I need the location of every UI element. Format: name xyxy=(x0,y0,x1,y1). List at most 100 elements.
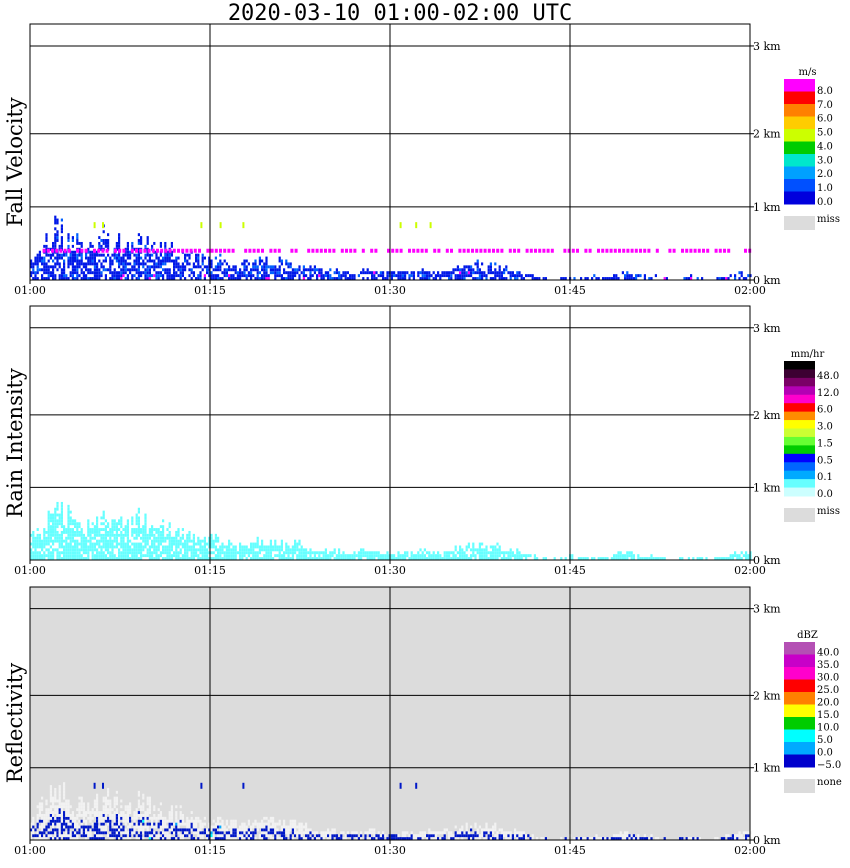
echo-cell xyxy=(93,530,96,534)
echo-cell xyxy=(210,825,213,829)
echo-cell xyxy=(87,816,90,820)
echo-cell xyxy=(30,533,33,537)
echo-cell xyxy=(67,233,70,237)
echo-layer-cell xyxy=(618,248,621,253)
echo-cell xyxy=(243,831,246,835)
echo-cell xyxy=(443,557,446,560)
echo-cell xyxy=(65,805,68,809)
echo-cell xyxy=(140,239,143,242)
echo-cell xyxy=(434,557,437,560)
echo-cell xyxy=(60,274,63,278)
echo-cell xyxy=(393,554,396,558)
echo-cell xyxy=(74,253,77,257)
echo-cell xyxy=(322,277,325,280)
echo-cell xyxy=(265,548,268,552)
echo-cell xyxy=(118,233,121,237)
echo-cell xyxy=(287,557,290,560)
echo-cell xyxy=(38,837,41,840)
echo-cell xyxy=(203,539,206,543)
echo-cell xyxy=(122,825,125,829)
echo-cell xyxy=(60,834,63,838)
echo-cell xyxy=(729,837,732,840)
echo-cell xyxy=(52,831,55,835)
echo-cell xyxy=(309,271,312,275)
echo-cell xyxy=(628,554,631,558)
echo-cell xyxy=(38,539,41,543)
echo-cell xyxy=(452,551,455,555)
echo-cell xyxy=(76,831,79,835)
echo-cell xyxy=(148,557,151,560)
echo-cell xyxy=(67,799,70,803)
echo-cell xyxy=(78,551,81,555)
echo-cell xyxy=(82,808,85,812)
echo-cell xyxy=(258,825,261,829)
echo-cell xyxy=(190,816,193,820)
colorbar-swatch xyxy=(784,386,815,396)
echo-cell xyxy=(283,819,286,823)
echo-cell xyxy=(164,268,167,272)
echo-cell xyxy=(60,507,63,511)
echo-cell xyxy=(203,816,206,820)
echo-cell xyxy=(148,551,151,555)
echo-layer-cell xyxy=(185,248,189,253)
echo-cell xyxy=(124,816,127,820)
x-tick-label: 01:30 xyxy=(374,564,406,577)
echo-cell xyxy=(465,828,468,832)
echo-cell xyxy=(201,268,204,272)
colorbar-missing-swatch xyxy=(784,216,815,230)
echo-cell xyxy=(166,259,169,263)
echo-cell xyxy=(34,536,37,540)
echo-cell xyxy=(461,554,464,558)
echo-cell xyxy=(146,825,149,829)
echo-cell xyxy=(280,834,283,838)
echo-cell xyxy=(628,837,631,840)
colorbar-swatch xyxy=(784,704,815,718)
echo-cell xyxy=(93,268,96,272)
echo-cell xyxy=(137,834,140,838)
echo-cell xyxy=(399,837,402,840)
echo-cell xyxy=(373,554,376,558)
echo-cell xyxy=(49,808,52,812)
echo-cell xyxy=(159,831,162,835)
echo-cell xyxy=(740,834,743,838)
echo-cell xyxy=(78,554,81,558)
echo-cell xyxy=(168,522,171,526)
echo-cell xyxy=(445,828,448,832)
echo-cell xyxy=(190,811,193,814)
echo-cell xyxy=(335,268,338,272)
echo-cell xyxy=(188,533,191,537)
echo-cell xyxy=(637,837,640,840)
echo-cell xyxy=(467,837,470,840)
echo-cell xyxy=(85,811,88,814)
echo-cell xyxy=(100,828,103,832)
echo-cell xyxy=(63,819,66,823)
echo-cell xyxy=(734,834,737,838)
echo-cell xyxy=(49,519,52,523)
echo-cell xyxy=(485,837,488,840)
echo-cell xyxy=(643,277,646,280)
echo-cell xyxy=(362,268,365,272)
echo-cell xyxy=(265,271,268,275)
echo-cell xyxy=(190,551,193,555)
echo-cell xyxy=(481,557,484,560)
echo-cell xyxy=(298,554,301,558)
echo-cell xyxy=(170,539,173,543)
echo-cell xyxy=(52,551,55,555)
echo-cell xyxy=(294,545,297,549)
echo-cell xyxy=(65,274,68,278)
echo-cell xyxy=(250,545,253,549)
echo-cell xyxy=(450,831,453,835)
echo-cell xyxy=(157,822,160,826)
echo-cell xyxy=(78,825,81,829)
echo-cell xyxy=(272,831,275,835)
echo-cell xyxy=(164,271,167,275)
echo-cell xyxy=(243,548,246,552)
echo-cell xyxy=(43,828,46,832)
echo-cell xyxy=(203,554,206,558)
echo-cell xyxy=(142,808,145,812)
echo-cell xyxy=(49,813,52,817)
echo-cell xyxy=(263,271,266,275)
echo-cell xyxy=(217,554,220,558)
echo-cell xyxy=(45,811,48,814)
echo-cell xyxy=(201,262,204,266)
